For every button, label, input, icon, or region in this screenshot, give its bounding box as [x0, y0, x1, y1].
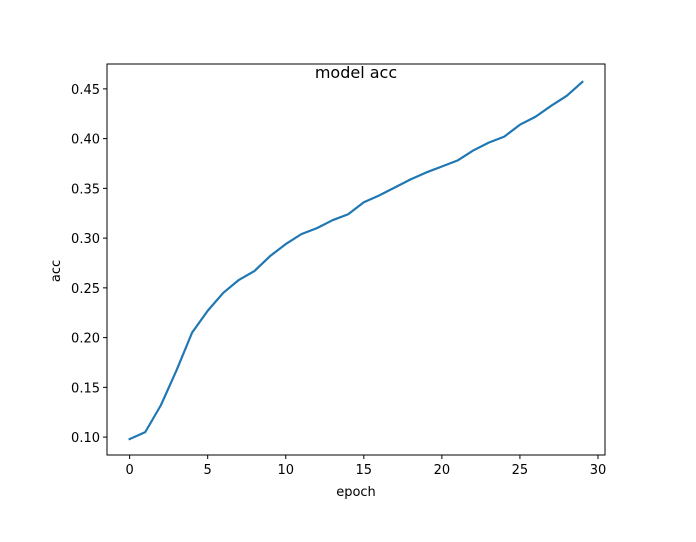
y-tick-label: 0.40	[71, 133, 100, 148]
series-line-0	[128, 80, 584, 441]
y-tick-label: 0.35	[71, 182, 100, 197]
x-tick-label: 10	[277, 463, 294, 478]
x-tick-label: 5	[204, 463, 212, 478]
x-tick-label: 20	[434, 463, 451, 478]
y-tick-label: 0.15	[71, 381, 100, 396]
x-tick-label: 30	[590, 463, 607, 478]
x-tick-label: 25	[512, 463, 529, 478]
axis-ticks: 0 5 10 15 20 25 30 0.10 0.15 0.20 0.25 0.30 0.35 0.40…	[71, 83, 606, 478]
plot-area	[106, 63, 606, 456]
chart-title: model acc	[315, 63, 397, 82]
x-axis-label: epoch	[336, 485, 376, 500]
y-axis-label: acc	[49, 260, 64, 282]
y-tick-label: 0.30	[71, 232, 100, 247]
axes-frame	[106, 63, 606, 456]
x-tick-label: 15	[356, 463, 373, 478]
y-tick-label: 0.20	[71, 332, 100, 347]
y-tick-label: 0.45	[71, 83, 100, 98]
y-tick-label: 0.25	[71, 282, 100, 297]
x-tick-label: 0	[125, 463, 133, 478]
y-tick-label: 0.10	[71, 431, 100, 446]
